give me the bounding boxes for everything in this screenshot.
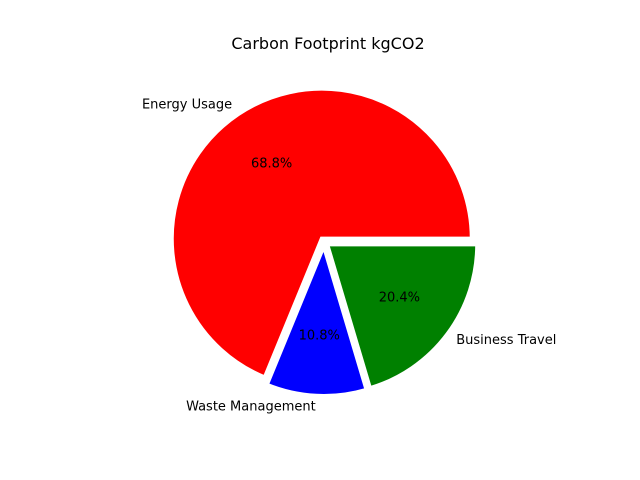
labels-layer: Energy Usage 68.8% Waste Management 10.8% Bu… [142,97,556,414]
slice-percent-business-travel: 20.4% [379,291,420,306]
slice-percent-waste-management: 10.8% [299,328,340,343]
slice-label-waste-management: Waste Management [186,399,316,414]
chart-title: Carbon Footprint kgCO2 [231,34,424,53]
slice-percent-energy-usage: 68.8% [251,156,292,171]
slices-layer [169,86,480,398]
pie-slice-waste-management [264,239,370,398]
slice-label-energy-usage: Energy Usage [142,97,232,112]
pie-slice-business-travel [324,242,480,391]
pie-slice-energy-usage [169,86,474,381]
slice-label-business-travel: Business Travel [456,333,556,348]
